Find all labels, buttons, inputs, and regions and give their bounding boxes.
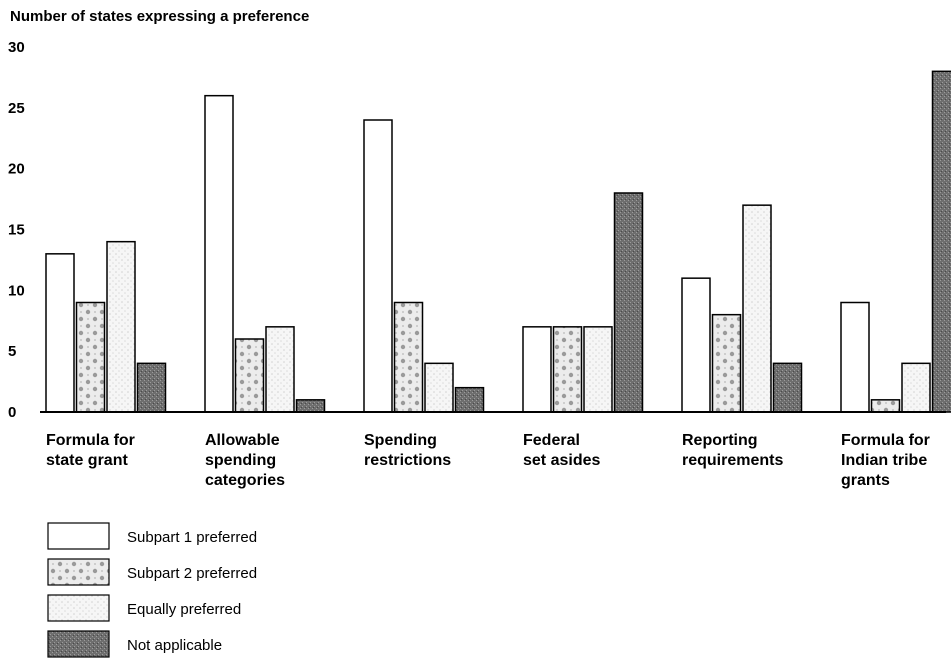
bar-plain-1 [204,94,234,413]
y-tick-label: 20 [8,161,25,178]
category-label: Allowable spending categories [205,432,285,489]
legend-label: Not applicable [127,637,222,654]
category-labels: Formula for state grant Allowable spending c… [46,432,930,489]
y-tick-label: 0 [8,404,16,421]
bar-dark-5 [931,70,951,413]
bar-plain-0 [45,253,75,413]
legend-swatch-dotted [47,558,110,586]
y-axis-ticks: 0 5 10 15 20 25 30 [8,39,25,421]
bar-light-1 [265,326,295,413]
bar-dotted-3 [552,326,583,413]
bar-dotted-2 [393,301,424,413]
category-label: Reporting requirements [682,432,783,469]
category-label: Formula for Indian tribe grants [841,432,930,489]
bar-plain-3 [522,326,552,413]
legend-swatch-dark [47,630,110,658]
legend-swatch-light [47,594,110,622]
legend: Subpart 1 preferred Subpart 2 preferred Eq… [47,522,257,658]
category-label: Formula for state grant [46,432,135,469]
bar-plain-2 [363,119,393,413]
bars [45,70,951,413]
bar-dotted-0 [75,301,106,413]
legend-label: Subpart 2 preferred [127,565,257,582]
bar-dark-3 [613,192,644,413]
legend-label: Subpart 1 preferred [127,529,257,546]
y-tick-label: 15 [8,222,25,239]
bar-light-3 [583,326,613,413]
y-tick-label: 10 [8,282,25,299]
bar-dark-4 [772,362,803,413]
bar-dark-1 [295,399,326,413]
y-tick-label: 30 [8,39,25,56]
bar-plain-5 [840,301,870,413]
bar-plain-4 [681,277,711,413]
legend-label: Equally preferred [127,601,241,618]
bar-light-0 [106,240,136,413]
bar-light-5 [901,362,931,413]
bar-dark-0 [136,362,167,413]
bar-light-2 [424,362,454,413]
bar-dotted-4 [711,313,742,413]
legend-swatch-plain [47,522,110,550]
bar-dotted-1 [234,338,265,413]
y-tick-label: 5 [8,343,16,360]
y-axis-label: Number of states expressing a preference [10,8,309,25]
bar-light-4 [742,204,772,413]
category-label: Federal set asides [523,432,600,469]
y-tick-label: 25 [8,100,25,117]
bar-dotted-5 [870,399,901,413]
bar-dark-2 [454,386,485,413]
category-label: Spending restrictions [364,432,451,469]
